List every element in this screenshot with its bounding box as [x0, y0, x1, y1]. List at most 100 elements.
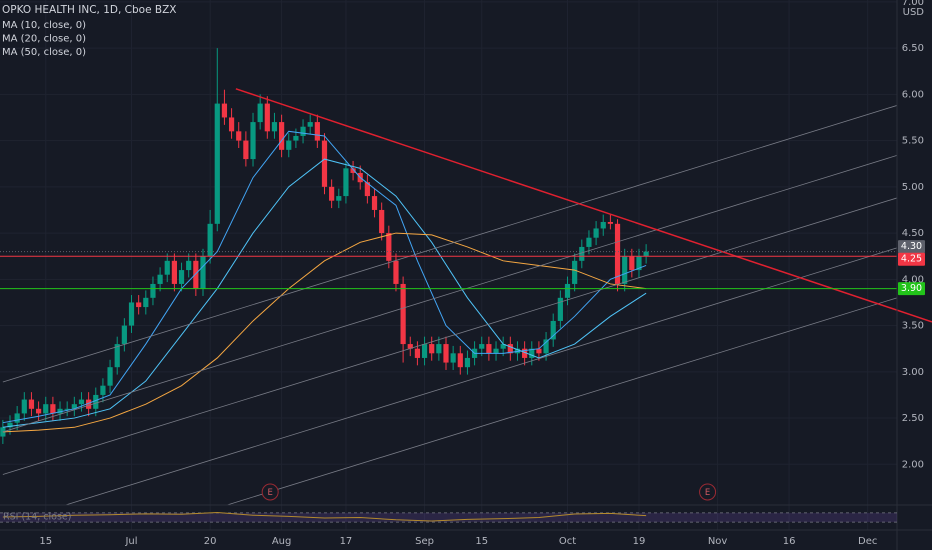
candle-body — [150, 283, 156, 298]
legend-entry: MA (10, close, 0) — [2, 20, 86, 31]
earnings-marker — [261, 483, 279, 501]
candle-body — [550, 320, 556, 340]
candle-body — [572, 260, 578, 284]
trend-line — [2, 105, 898, 383]
y-tick-label: 6.00 — [902, 89, 924, 100]
candle-body — [86, 399, 92, 409]
x-tick-label: 19 — [633, 536, 646, 547]
candle-body — [600, 221, 606, 229]
candle-body — [479, 344, 485, 349]
candle-body — [336, 196, 342, 201]
earnings-label: E — [705, 488, 710, 498]
candle-body — [364, 182, 370, 197]
candle-body — [178, 270, 185, 284]
candle-body — [421, 344, 428, 358]
candle-body — [128, 302, 135, 326]
candle-body — [614, 223, 621, 284]
candle-body — [607, 221, 613, 224]
candle-body — [143, 297, 149, 308]
candle-body — [0, 427, 6, 437]
price-label: 3.90 — [901, 283, 922, 294]
y-tick-label: 6.50 — [902, 43, 924, 54]
price-label: 4.25 — [901, 254, 922, 265]
candle-body — [43, 404, 49, 414]
candle-body — [593, 228, 599, 238]
candle-body — [114, 344, 120, 368]
candle-body — [643, 251, 649, 257]
candle-body — [100, 385, 106, 395]
y-tick-label: 7.00 — [902, 0, 924, 8]
price-label-box — [898, 282, 925, 296]
ma-line — [2, 130, 647, 424]
x-tick-label: Aug — [272, 536, 292, 547]
trend-line — [235, 88, 932, 323]
y-tick-label: 4.00 — [902, 274, 924, 285]
candle-body — [522, 348, 528, 358]
price-label: 4.30 — [901, 241, 922, 252]
candle-body — [93, 394, 99, 409]
y-tick-label: 2.50 — [902, 413, 924, 424]
candle-body — [157, 274, 163, 284]
candle-body — [450, 353, 456, 363]
candle-body — [228, 117, 235, 132]
candle-body — [193, 260, 199, 289]
candle-body — [207, 223, 213, 257]
x-tick-label: 15 — [475, 536, 488, 547]
candle-body — [443, 344, 449, 363]
candle-body — [457, 353, 463, 368]
legend-entry: MA (20, close, 0) — [2, 34, 86, 45]
candle-body — [271, 122, 278, 132]
candle-body — [429, 344, 435, 354]
candle-body — [78, 399, 85, 405]
candle-body — [529, 348, 535, 358]
candle-body — [464, 357, 471, 368]
x-tick-label: Jul — [124, 536, 137, 547]
chart-title: OPKO HEALTH INC, 1D, Cboe BZX — [2, 4, 176, 16]
candle-body — [50, 404, 56, 414]
candle-body — [186, 260, 192, 271]
candle-body — [107, 367, 113, 386]
candle-body — [586, 237, 592, 247]
candle-body — [314, 122, 320, 141]
candle-body — [164, 260, 170, 275]
candle-body — [622, 256, 628, 284]
candle-body — [436, 344, 442, 354]
candle-body — [171, 260, 177, 284]
x-tick-label: 20 — [204, 536, 217, 547]
candle-body — [307, 122, 313, 127]
candle-body — [493, 348, 499, 354]
candle-body — [500, 344, 506, 349]
candle-body — [71, 404, 77, 409]
candle-body — [343, 168, 349, 197]
trend-line — [64, 247, 898, 505]
candle-body — [293, 135, 299, 141]
earnings-marker — [699, 483, 717, 501]
ma-line — [2, 158, 647, 428]
candle-body — [250, 122, 256, 160]
y-tick-label: 5.00 — [902, 182, 924, 193]
candle-body — [35, 408, 42, 414]
candle-body — [200, 256, 206, 289]
candle-body — [14, 413, 20, 423]
candle-body — [64, 408, 70, 410]
candle-body — [414, 348, 421, 358]
y-tick-label: 3.50 — [902, 321, 924, 332]
rsi-line — [2, 511, 647, 522]
x-tick-label: 17 — [340, 536, 353, 547]
candle-body — [557, 297, 563, 321]
candle-body — [629, 256, 635, 271]
candle-body — [543, 339, 549, 354]
candle-body — [121, 325, 127, 345]
x-tick-label: 16 — [783, 536, 796, 547]
candle-body — [136, 302, 142, 308]
candle-body — [564, 283, 571, 298]
y-tick-label: 2.00 — [902, 459, 924, 470]
candle-body — [400, 283, 406, 345]
ma-line — [2, 232, 647, 433]
trend-line — [225, 297, 898, 505]
candle-body — [21, 399, 27, 414]
candle-body — [286, 140, 292, 150]
rsi-label: RSI (14, close) — [3, 512, 71, 523]
